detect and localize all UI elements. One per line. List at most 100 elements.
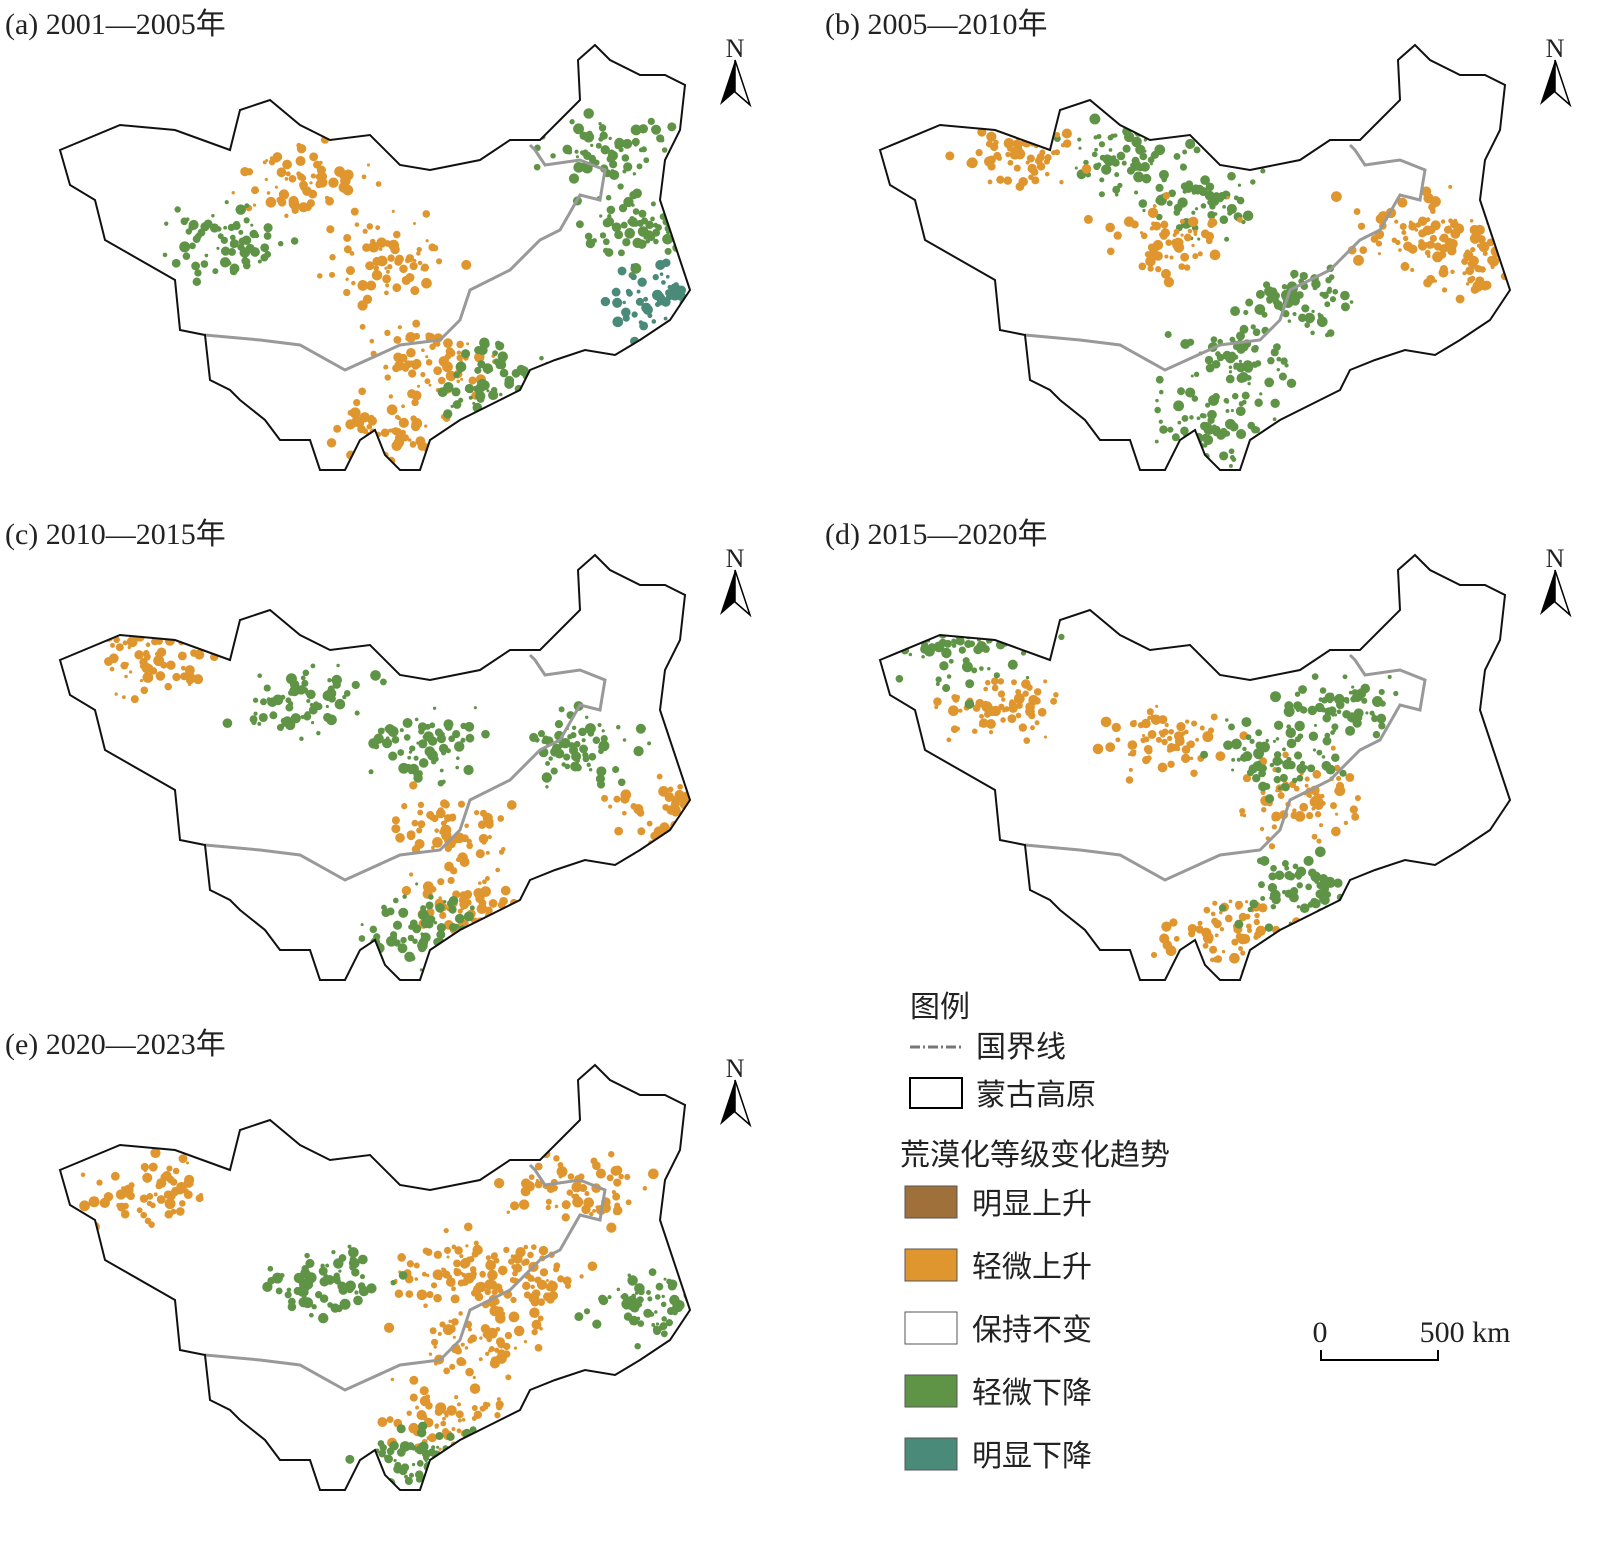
trend-patch [617, 266, 627, 276]
trend-patch [586, 762, 591, 768]
trend-patch [449, 1363, 456, 1370]
trend-patch [687, 1278, 690, 1284]
trend-patch [1465, 282, 1470, 286]
trend-patch [1108, 148, 1113, 152]
trend-patch [442, 828, 449, 835]
trend-patch [531, 1319, 542, 1330]
trend-patch [414, 717, 419, 722]
trend-patch [941, 647, 952, 659]
trend-patch [650, 201, 656, 207]
trend-patch [185, 1161, 190, 1165]
trend-patch [399, 264, 408, 274]
trend-patch [452, 400, 462, 409]
trend-patch [298, 1297, 309, 1308]
trend-patch [1254, 912, 1260, 919]
trend-patch [1157, 762, 1168, 773]
trend-patch [1237, 216, 1243, 223]
trend-patch [1256, 857, 1264, 865]
trend-patch [1161, 728, 1169, 736]
trend-patch [1008, 703, 1018, 713]
trend-patch [550, 767, 558, 775]
trend-patch [653, 238, 659, 245]
trend-patch [1440, 219, 1446, 224]
trend-patch [1268, 872, 1277, 881]
trend-patch [523, 1340, 528, 1344]
trend-patch [1003, 176, 1013, 185]
trend-patch [319, 1294, 329, 1303]
trend-patch [411, 398, 419, 407]
trend-patch [148, 1221, 155, 1228]
trend-patch [1465, 266, 1475, 276]
trend-patch [479, 1405, 486, 1412]
trend-patch [505, 410, 510, 415]
trend-patch [1191, 243, 1195, 248]
trend-patch [696, 821, 703, 828]
trend-patch [306, 698, 311, 704]
trend-patch [193, 674, 204, 685]
trend-patch [229, 263, 240, 274]
trend-patch [568, 173, 580, 184]
trend-patch [1150, 127, 1162, 139]
trend-patch [1266, 295, 1275, 304]
trend-patch [986, 613, 990, 618]
trend-patch [279, 1273, 285, 1278]
trend-patch [1447, 246, 1457, 256]
trend-patch [1393, 690, 1399, 697]
trend-patch [371, 269, 383, 281]
trend-patch [409, 441, 417, 448]
trend-patch [464, 823, 469, 829]
trend-patch [386, 935, 397, 947]
trend-patch [1096, 162, 1102, 168]
trend-patch [1278, 372, 1287, 381]
trend-patch [349, 251, 355, 256]
trend-patch [660, 836, 671, 847]
trend-patch [391, 209, 395, 213]
trend-patch [426, 1482, 433, 1488]
trend-patch [177, 651, 187, 661]
trend-patch [114, 692, 118, 696]
trend-patch [362, 228, 368, 234]
trend-patch [539, 355, 544, 361]
trend-patch [557, 1275, 565, 1283]
trend-patch [1159, 425, 1168, 434]
trend-patch [454, 1246, 463, 1255]
trend-patch [381, 1452, 386, 1457]
trend-patch [192, 277, 202, 286]
trend-patch [1019, 123, 1030, 133]
trend-patch [618, 146, 624, 153]
trend-patch [432, 836, 443, 848]
trend-patch [510, 1296, 517, 1304]
trend-patch [479, 1271, 486, 1278]
trend-patch [392, 897, 399, 904]
trend-patch [425, 359, 433, 366]
trend-patch [1231, 938, 1239, 946]
trend-patch [1207, 210, 1216, 220]
trend-patch [416, 384, 421, 388]
trend-patch [1013, 164, 1021, 172]
trend-patch [622, 738, 627, 742]
trend-patch [448, 905, 457, 914]
trend-patch [1310, 871, 1322, 883]
trend-patch [1167, 735, 1173, 742]
trend-patch [1377, 252, 1382, 256]
trend-patch [625, 1199, 632, 1206]
trend-patch [417, 260, 423, 266]
trend-patch [309, 702, 314, 707]
trend-patch [1311, 309, 1315, 314]
trend-patch [438, 1447, 442, 1451]
trend-patch [1180, 426, 1189, 436]
trend-patch [655, 1322, 660, 1326]
trend-patch [632, 188, 642, 199]
trend-patch [1316, 838, 1322, 844]
trend-patch [488, 1348, 492, 1353]
trend-patch [547, 388, 552, 393]
trend-patch [290, 237, 299, 245]
trend-patch [571, 725, 577, 730]
trend-patch [592, 1208, 597, 1213]
trend-patch [401, 404, 405, 409]
trend-patch [1330, 191, 1342, 202]
trend-patch [1245, 375, 1252, 381]
trend-patch [1260, 168, 1266, 174]
trend-patch [934, 705, 939, 710]
